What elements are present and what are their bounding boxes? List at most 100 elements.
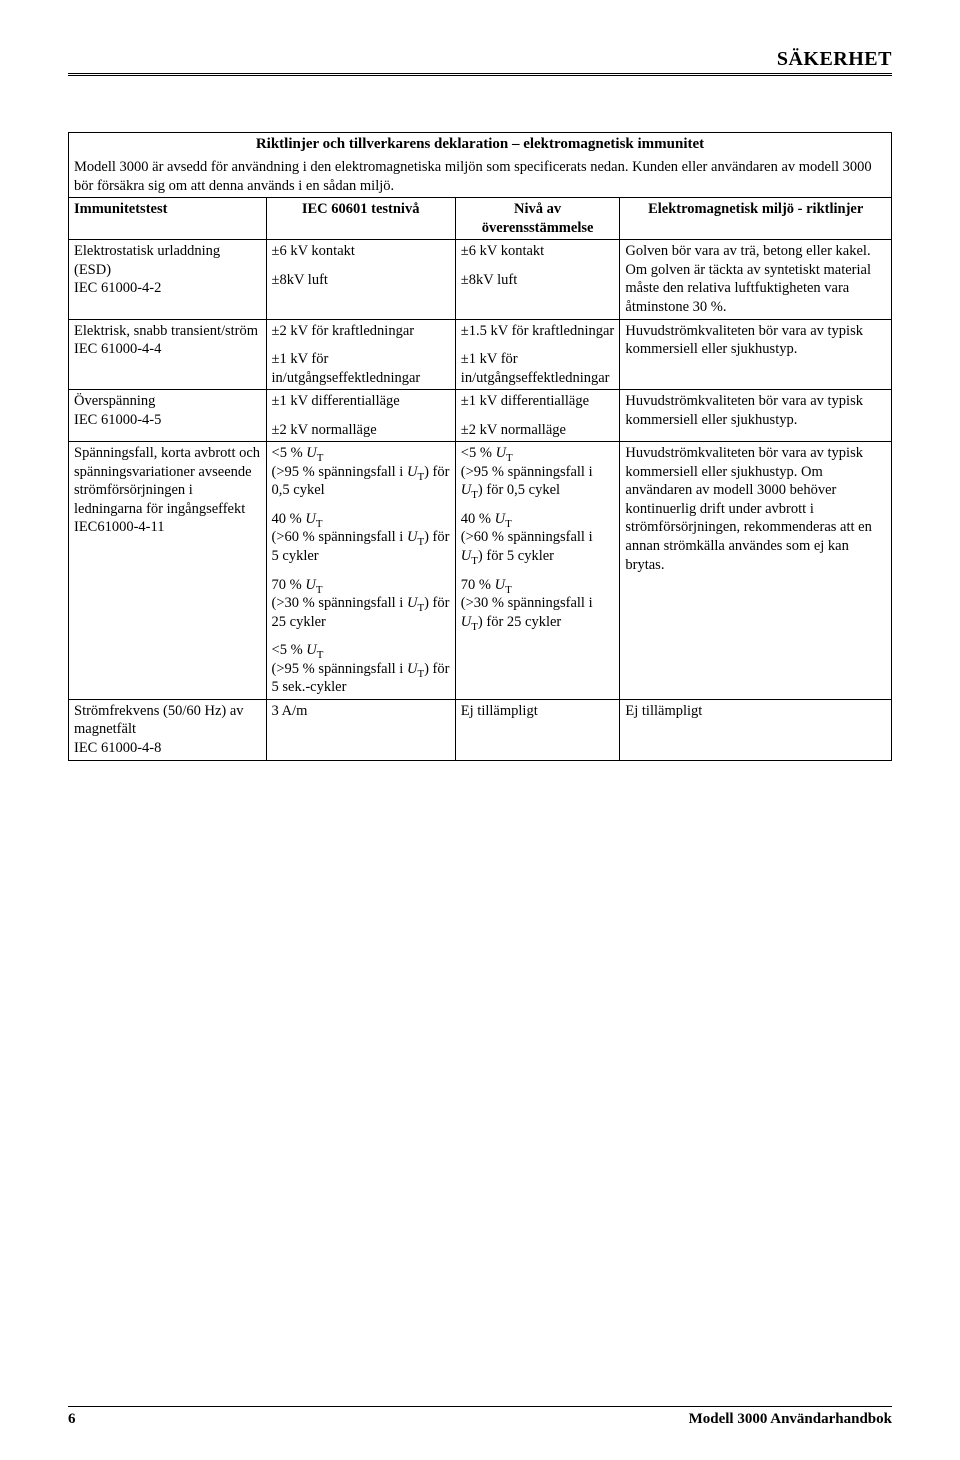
doc-title: Modell 3000 Användarhandbok (689, 1411, 892, 1428)
level-line: ±1 kV för in/utgångseffektledningar (272, 350, 450, 387)
level-line: ±2 kV för kraftledningar (272, 322, 450, 341)
test-name: Strömfrekvens (50/60 Hz) av magnetfält (74, 703, 244, 738)
cell-testlevel: ±6 kV kontakt ±8kV luft (266, 240, 455, 319)
utsub: T (317, 649, 324, 661)
ut: U (495, 511, 505, 527)
cell-testlevel: <5 % UT(>95 % spänningsfall i UT) för 0,… (266, 442, 455, 700)
ut: U (407, 661, 417, 677)
level-line: ±1 kV differentialläge (272, 392, 450, 411)
table-row: Elektrisk, snabb transient/ström IEC 610… (69, 319, 892, 390)
ut: U (407, 595, 417, 611)
cell-env: Huvudströmkvaliteten bör vara av typisk … (620, 442, 892, 700)
cell-compliance: ±1.5 kV för kraftledningar ±1 kV för in/… (455, 319, 620, 390)
t: 40 % (461, 511, 495, 527)
level-block: <5 % UT(>95 % spänningsfall i UT) för 5 … (272, 641, 450, 697)
footer-rule (68, 1406, 892, 1407)
utsub: T (471, 555, 478, 567)
test-standard: IEC 61000-4-5 (74, 412, 161, 428)
level-line: ±2 kV normalläge (272, 421, 450, 440)
cell-testlevel: ±2 kV för kraftledningar ±1 kV för in/ut… (266, 319, 455, 390)
utsub: T (316, 583, 323, 595)
compliance-line: ±1 kV differentialläge (461, 392, 615, 411)
compliance-block: 40 % UT(>60 % spänningsfall i UT) för 5 … (461, 510, 615, 566)
utsub: T (317, 452, 324, 464)
t: 70 % (461, 577, 495, 593)
test-standard: IEC 61000-4-4 (74, 341, 161, 357)
compliance-line: ±8kV luft (461, 271, 615, 290)
ut: U (407, 529, 417, 545)
ut: U (306, 642, 316, 658)
cell-env: Huvudströmkvaliteten bör vara av typisk … (620, 319, 892, 390)
col-header-env: Elektromagnetisk miljö - riktlinjer (620, 198, 892, 240)
level-line: ±8kV luft (272, 271, 450, 290)
test-name: Elektrisk, snabb transient/ström (74, 323, 258, 339)
table-header-row: Immunitetstest IEC 60601 testnivå Nivå a… (69, 198, 892, 240)
cell-testlevel: ±1 kV differentialläge ±2 kV normalläge (266, 390, 455, 442)
table-title-row: Riktlinjer och tillverkarens deklaration… (69, 133, 892, 157)
utsub: T (505, 583, 512, 595)
t: <5 % (461, 445, 496, 461)
ut: U (495, 577, 505, 593)
test-standard: IEC61000-4-11 (74, 519, 164, 535)
t: (>95 % spänningsfall i (272, 661, 407, 677)
cell-compliance: ±6 kV kontakt ±8kV luft (455, 240, 620, 319)
cell-test: Elektrostatisk urladdning (ESD) IEC 6100… (69, 240, 267, 319)
level-block: <5 % UT(>95 % spänningsfall i UT) för 0,… (272, 444, 450, 500)
t: (>30 % spänningsfall i (272, 595, 407, 611)
t: (>60 % spänningsfall i (461, 529, 593, 545)
compliance-line: ±6 kV kontakt (461, 242, 615, 261)
compliance-line: ±1 kV för in/utgångseffektledningar (461, 350, 615, 387)
col-header-compliance: Nivå av överensstämmelse (455, 198, 620, 240)
level-block: 40 % UT(>60 % spänningsfall i UT) för 5 … (272, 510, 450, 566)
cell-compliance: Ej tillämpligt (455, 699, 620, 760)
table-subtitle: Modell 3000 är avsedd för användning i d… (69, 156, 892, 198)
table-row: Överspänning IEC 61000-4-5 ±1 kV differe… (69, 390, 892, 442)
immunity-table: Riktlinjer och tillverkarens deklaration… (68, 132, 892, 761)
t: (>95 % spänningsfall i (272, 464, 407, 480)
test-name: Överspänning (74, 393, 155, 409)
table-title: Riktlinjer och tillverkarens deklaration… (69, 133, 892, 157)
t: ) för 5 cykler (478, 548, 554, 564)
utsub: T (471, 621, 478, 633)
t: ) för 0,5 cykel (478, 482, 560, 498)
ut: U (496, 445, 506, 461)
level-line: ±6 kV kontakt (272, 242, 450, 261)
table-row: Strömfrekvens (50/60 Hz) av magnetfält I… (69, 699, 892, 760)
t: (>95 % spänningsfall i (461, 464, 593, 480)
t: 40 % (272, 511, 306, 527)
table-row: Spänningsfall, korta avbrott och spännin… (69, 442, 892, 700)
cell-test: Strömfrekvens (50/60 Hz) av magnetfält I… (69, 699, 267, 760)
ut: U (461, 614, 471, 630)
footer-row: 6 Modell 3000 Användarhandbok (68, 1411, 892, 1428)
section-title: SÄKERHET (68, 48, 892, 71)
t: <5 % (272, 445, 307, 461)
col-header-test: Immunitetstest (69, 198, 267, 240)
ut: U (407, 464, 417, 480)
table-subtitle-row: Modell 3000 är avsedd för användning i d… (69, 156, 892, 198)
ut: U (305, 511, 315, 527)
cell-compliance: <5 % UT(>95 % spänningsfall i UT) för 0,… (455, 442, 620, 700)
t: <5 % (272, 642, 307, 658)
test-standard: IEC 61000-4-2 (74, 280, 161, 296)
page-footer: 6 Modell 3000 Användarhandbok (68, 1406, 892, 1428)
ut: U (461, 482, 471, 498)
utsub: T (471, 489, 478, 501)
cell-test: Spänningsfall, korta avbrott och spännin… (69, 442, 267, 700)
test-name: Spänningsfall, korta avbrott och spännin… (74, 445, 260, 517)
t: (>60 % spänningsfall i (272, 529, 407, 545)
cell-compliance: ±1 kV differentialläge ±2 kV normalläge (455, 390, 620, 442)
cell-env: Ej tillämpligt (620, 699, 892, 760)
t: ) för 25 cykler (478, 614, 561, 630)
col-header-level: IEC 60601 testnivå (266, 198, 455, 240)
header-rule (68, 73, 892, 76)
test-standard: IEC 61000-4-8 (74, 740, 161, 756)
cell-test: Elektrisk, snabb transient/ström IEC 610… (69, 319, 267, 390)
cell-env: Golven bör vara av trä, betong eller kak… (620, 240, 892, 319)
level-block: 70 % UT(>30 % spänningsfall i UT) för 25… (272, 576, 450, 632)
ut: U (461, 548, 471, 564)
compliance-block: <5 % UT(>95 % spänningsfall i UT) för 0,… (461, 444, 615, 500)
main-content: Riktlinjer och tillverkarens deklaration… (68, 80, 892, 1378)
page-number: 6 (68, 1411, 76, 1428)
ut: U (305, 577, 315, 593)
compliance-line: ±2 kV normalläge (461, 421, 615, 440)
